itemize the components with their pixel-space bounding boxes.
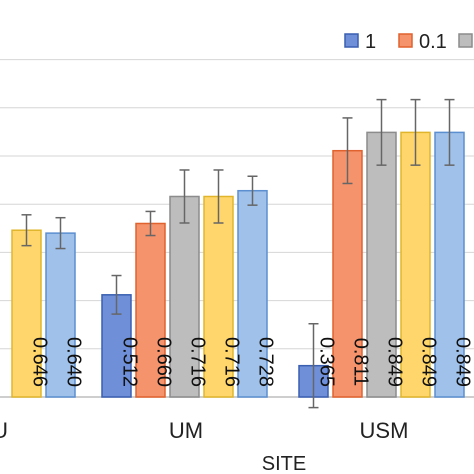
- data-label: 0.640: [63, 337, 85, 387]
- data-label: 0.660: [153, 337, 175, 387]
- bar-usm-series-2: [332, 149, 363, 398]
- x-axis-label: SITE: [262, 453, 306, 474]
- x-tick-label: USM: [360, 418, 409, 443]
- bar-u-series-5: [45, 232, 76, 398]
- legend: 1 0.1: [344, 31, 473, 53]
- bars-layer: [11, 131, 465, 398]
- x-tick-label: UM: [169, 418, 203, 443]
- bar-usm-series-4: [400, 131, 431, 398]
- data-label: 0.716: [187, 337, 209, 387]
- data-label: 0.716: [221, 337, 243, 387]
- error-bars-layer: [21, 98, 455, 409]
- legend-swatch: [398, 33, 413, 48]
- bar-um-series-4: [203, 195, 234, 398]
- legend-swatch: [344, 33, 359, 48]
- data-label: 0.849: [384, 337, 406, 387]
- legend-label: 0.1: [419, 31, 447, 53]
- legend-label: 1: [365, 31, 376, 53]
- bar-usm-series-5: [434, 131, 465, 398]
- data-label: 0.646: [29, 337, 51, 387]
- data-label: 0.728: [255, 337, 277, 387]
- data-label: 0.811: [350, 338, 372, 387]
- x-tick-label: U: [0, 418, 8, 443]
- legend-swatch: [458, 33, 473, 48]
- data-label: 0.849: [452, 337, 474, 387]
- x-tick-labels: U UM USM: [0, 418, 408, 443]
- data-label: 0.365: [316, 337, 338, 387]
- data-labels-layer: 0.512 0.365 0.660 0.811 0.716 0.849 0.646 0.716…: [29, 337, 474, 387]
- data-label: 0.512: [119, 337, 141, 387]
- bar-usm-series-3: [366, 131, 397, 398]
- data-label: 0.849: [418, 337, 440, 387]
